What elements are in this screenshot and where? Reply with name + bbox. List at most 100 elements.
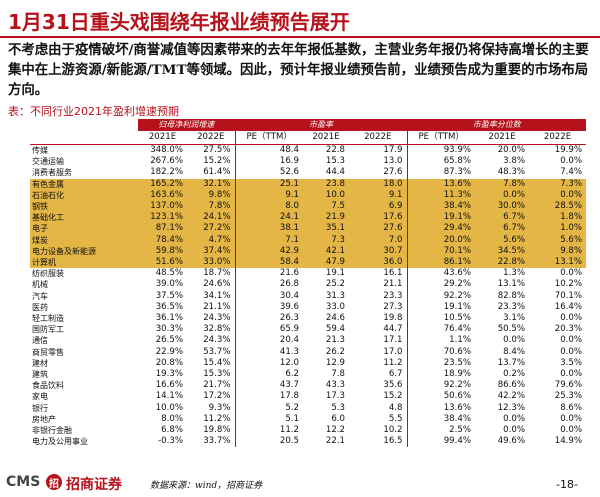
row-value-cell: 21.9 <box>303 212 349 224</box>
row-value-cell: 78.4% <box>138 234 187 246</box>
row-value-cell: 11.2 <box>234 425 303 437</box>
row-value-cell: 165.2% <box>138 178 187 190</box>
row-industry-name: 家电 <box>32 392 48 402</box>
row-value-cell: 13.1% <box>529 257 587 269</box>
page-number: -18- <box>556 478 578 491</box>
table-row: 建材 20.8% 15.4% 12.0 12.9 11.2 23.5% 13.7% 3.5% <box>30 357 586 370</box>
sub-header-2022e: 2022E <box>187 131 235 145</box>
row-value-cell: 18.9% <box>406 369 476 381</box>
row-value-cell: 15.3 <box>325 156 345 167</box>
row-value-cell: 19.1% <box>406 212 476 224</box>
row-value-cell: 23.5% <box>406 357 476 370</box>
row-industry-name: 食品饮料 <box>32 381 64 391</box>
row-value-cell: 7.8% <box>187 201 235 213</box>
row-value-cell: 23.3% <box>497 301 526 312</box>
row-value-cell: 22.9% <box>155 346 183 357</box>
row-value-cell: 6.9 <box>349 201 408 213</box>
row-value-cell: 3.5% <box>560 357 583 368</box>
sub-header-pct-2021e: 2021E <box>475 131 530 145</box>
row-value-cell: 33.7% <box>203 436 231 447</box>
row-value-cell: 36.0 <box>349 257 408 269</box>
row-value-cell: 28.5% <box>529 201 587 213</box>
row-value-cell: 19.1 <box>325 268 345 279</box>
row-value-cell: 21.7% <box>203 380 231 391</box>
row-value-cell: 49.6% <box>497 436 526 447</box>
table-row: 通信 26.5% 24.3% 20.4 21.3 17.1 1.1% 0.0% 0.0% <box>30 335 586 347</box>
table-row: 有色金属 165.2% 32.1% 25.1 23.8 18.0 13.6% 7.8% 7.3% <box>30 178 587 190</box>
title-bar: 1月31日重头戏围绕年报业绩预告展开 <box>0 0 600 38</box>
row-value-cell: 16.9 <box>234 156 303 168</box>
data-source: 数据来源：wind，招商证券 <box>150 481 263 491</box>
row-value-cell: 13.0 <box>383 156 403 167</box>
row-industry-name: 通信 <box>32 336 48 346</box>
row-value-cell: 24.1% <box>187 212 235 224</box>
row-value-cell: 15.2% <box>203 156 231 167</box>
row-value-cell: 0.2% <box>503 369 526 380</box>
row-value-cell: 9.8% <box>529 245 587 258</box>
row-value-cell: 8.6% <box>560 402 583 413</box>
row-value-cell: 59.8% <box>138 245 187 258</box>
row-value-cell: 1.1% <box>406 335 476 347</box>
row-industry-name: 商贸零售 <box>32 347 64 357</box>
row-value-cell: 33.0% <box>187 257 235 269</box>
table-row: 石油石化 163.6% 9.8% 9.1 10.0 9.1 11.3% 0.0% 0.0% <box>30 189 587 202</box>
row-value-cell: 24.1 <box>234 212 303 224</box>
table-row: 电子 87.1% 27.2% 38.1 35.1 27.6 29.4% 6.7% 1.0% <box>30 223 587 235</box>
row-value-cell: 10.0% <box>155 402 183 413</box>
table-row: 钢铁 137.0% 7.8% 8.0 7.5 6.9 38.4% 30.0% 28.5% <box>30 201 587 213</box>
row-value-cell: 17.0 <box>383 346 403 357</box>
table-row: 国防军工 30.3% 32.8% 65.9 59.4 44.7 76.4% 50.5% 20.3… <box>30 324 586 336</box>
title-rule <box>0 36 600 38</box>
earnings-table: 归母净利润增速 市盈率 市盈率分位数 2021E 2022E PE（TTM） 2… <box>30 119 587 448</box>
brand-logo-icon: 招 <box>46 474 62 490</box>
row-value-cell: 21.3 <box>325 335 345 346</box>
row-value-cell: 7.8% <box>475 178 530 190</box>
row-value-cell: 35.6 <box>383 380 403 391</box>
row-value-cell: 26.5% <box>155 335 183 346</box>
row-value-cell: 27.2% <box>187 223 235 235</box>
row-value-cell: 4.7% <box>187 234 235 246</box>
row-value-cell: 137.0% <box>138 201 187 213</box>
cms-logo-text: CMS <box>6 474 41 490</box>
row-value-cell: 13.6% <box>406 178 476 190</box>
row-value-cell: 37.5% <box>155 290 183 301</box>
row-value-cell: 1.3% <box>503 268 526 279</box>
row-value-cell: 33.0 <box>325 301 345 312</box>
row-value-cell: 50.6% <box>406 391 476 403</box>
row-value-cell: 44.4 <box>325 167 345 178</box>
row-value-cell: -0.3% <box>158 436 183 447</box>
row-industry-name: 基础化工 <box>30 212 138 224</box>
row-value-cell: 11.3% <box>406 189 476 202</box>
table-row: 建筑 19.3% 15.3% 6.2 7.8 6.7 18.9% 0.2% 0.0% <box>30 369 586 381</box>
row-value-cell: 52.6 <box>234 167 303 179</box>
row-industry-name: 石油石化 <box>30 189 138 202</box>
row-value-cell: 5.1 <box>234 413 303 426</box>
row-industry-name: 纺织服装 <box>32 269 64 279</box>
row-value-cell: 16.5 <box>383 436 403 447</box>
row-value-cell: 6.8% <box>161 425 183 436</box>
table-row: 房地产 8.0% 11.2% 5.1 6.0 5.5 38.4% 0.0% 0.0% <box>30 413 586 426</box>
row-industry-name: 交通运输 <box>32 157 64 167</box>
row-value-cell: 59.4 <box>325 324 345 335</box>
row-value-cell: 17.2% <box>203 391 231 402</box>
row-value-cell: 43.3 <box>325 380 345 391</box>
row-value-cell: 24.6 <box>325 313 345 324</box>
row-value-cell: 5.5 <box>388 413 403 424</box>
row-value-cell: 13.1% <box>497 279 526 290</box>
row-value-cell: 20.4 <box>234 335 303 347</box>
row-value-cell: 16.1 <box>383 268 403 279</box>
row-industry-name: 传媒 <box>32 146 48 155</box>
sub-header-pe-2021e: 2021E <box>303 131 349 145</box>
row-value-cell: 30.3% <box>155 324 183 335</box>
row-value-cell: 32.8% <box>203 324 231 335</box>
row-value-cell: 47.9 <box>303 257 349 269</box>
table-row: 纺织服装 48.5% 18.7% 21.6 19.1 16.1 43.6% 1.3% 0.0% <box>30 268 586 280</box>
row-value-cell: 1.0% <box>529 223 587 235</box>
row-industry-name: 机械 <box>32 280 48 290</box>
row-value-cell: 23.3 <box>383 290 403 301</box>
row-value-cell: 22.8% <box>475 257 530 269</box>
row-value-cell: 65.8% <box>406 156 476 168</box>
table-body: 传媒 348.0% 27.5% 48.4 22.8 17.9 93.9% 20.0% 19.9%… <box>30 144 587 448</box>
row-industry-name: 消费者服务 <box>32 168 72 178</box>
table-row: 非银行金融 6.8% 19.8% 11.2 12.2 10.2 2.5% 0.0% 0.0% <box>30 425 586 437</box>
